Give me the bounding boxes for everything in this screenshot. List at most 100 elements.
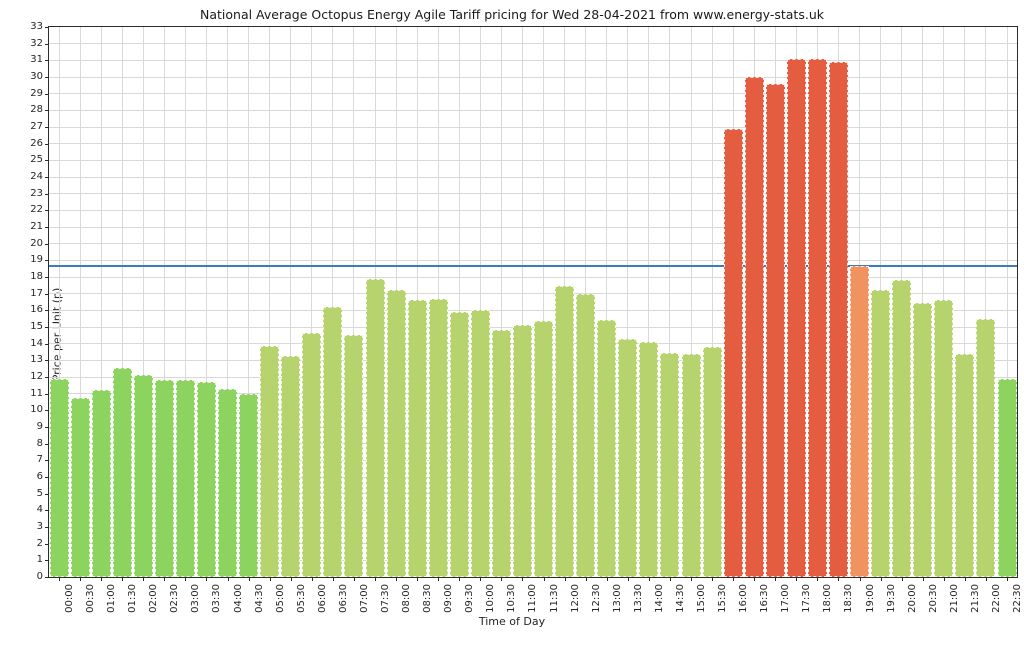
y-tick-label: 28	[30, 104, 43, 116]
price-bar	[365, 278, 385, 577]
h-gridline	[49, 76, 1017, 78]
x-tick-label: 14:00	[653, 584, 665, 613]
x-tick-mark	[943, 577, 945, 581]
y-tick-mark	[45, 460, 49, 462]
x-tick-mark	[564, 577, 566, 581]
v-gridline	[922, 27, 924, 577]
x-tick-label: 08:30	[422, 584, 434, 613]
price-bar	[702, 347, 722, 577]
x-tick-mark	[922, 577, 924, 581]
plot-area: Price per Unit (p) 0 1 2 3 4 5 6 7 8 9 10 11 12 13 14 1…	[30, 21, 1023, 613]
y-tick-label: 30	[30, 71, 43, 82]
x-tick-label: 15:00	[696, 584, 707, 613]
y-tick-label: 23	[30, 187, 43, 199]
y-tick-label: 31	[30, 54, 43, 66]
v-gridline	[543, 27, 545, 577]
x-tick-label: 19:00	[864, 584, 876, 613]
y-tick-label: 26	[30, 137, 43, 149]
x-tick-label: 19:30	[885, 584, 897, 613]
x-tick-label: 05:30	[295, 584, 307, 613]
v-gridline	[121, 27, 123, 577]
price-bar	[660, 352, 680, 577]
x-tick-label: 10:30	[506, 584, 518, 613]
price-bar	[196, 382, 216, 577]
v-gridline	[248, 27, 250, 577]
h-gridline	[49, 543, 1017, 545]
price-bar	[281, 355, 301, 577]
v-gridline	[227, 27, 229, 577]
h-gridline	[49, 326, 1017, 328]
y-tick-mark	[45, 310, 49, 312]
h-gridline	[49, 343, 1017, 345]
price-bar	[723, 128, 743, 577]
y-tick-label: 20	[30, 237, 43, 249]
h-gridline	[49, 376, 1017, 378]
price-bar	[976, 318, 996, 577]
x-tick-label: 09:30	[464, 584, 476, 613]
x-tick-mark	[332, 577, 334, 581]
v-gridline	[711, 27, 713, 577]
x-tick-mark	[585, 577, 587, 581]
x-tick-mark	[269, 577, 271, 581]
x-tick-mark	[669, 577, 671, 581]
x-tick-label: 07:30	[380, 584, 391, 613]
price-bar	[807, 59, 827, 577]
x-tick-mark	[880, 577, 882, 581]
v-gridline	[985, 27, 987, 577]
x-tick-mark	[248, 577, 250, 581]
x-tick-label: 18:30	[843, 584, 855, 613]
price-bar	[997, 379, 1017, 577]
x-tick-mark	[691, 577, 692, 581]
x-tick-label: 13:00	[611, 584, 623, 613]
price-bar	[239, 393, 259, 577]
y-tick-mark	[45, 393, 49, 395]
x-tick-mark	[206, 577, 208, 581]
v-gridline	[332, 27, 334, 577]
x-tick-label: 17:30	[801, 584, 813, 613]
x-tick-label: 09:00	[443, 584, 455, 613]
x-tick-label: 17:00	[780, 584, 792, 613]
y-tick-mark	[45, 143, 49, 145]
price-bar	[491, 330, 511, 577]
y-tick-label: 11	[30, 387, 43, 399]
y-tick-label: 7	[36, 454, 43, 466]
y-tick-mark	[45, 443, 49, 445]
x-tick-label: 16:00	[738, 584, 750, 613]
y-tick-label: 21	[30, 221, 43, 232]
v-gridline	[690, 27, 692, 577]
v-gridline	[964, 27, 966, 577]
x-tick-label: 10:00	[485, 584, 497, 613]
x-tick-label: 15:30	[717, 584, 729, 613]
price-bar	[91, 390, 111, 577]
h-gridline	[49, 443, 1017, 445]
price-bar	[892, 280, 912, 577]
x-tick-label: 18:00	[822, 584, 834, 613]
y-tick-mark	[45, 427, 49, 428]
x-tick-label: 22:30	[1012, 584, 1023, 613]
x-tick-label: 21:00	[948, 584, 960, 613]
price-bar	[786, 59, 806, 577]
y-tick-mark	[45, 577, 49, 578]
y-tick-mark	[45, 27, 49, 28]
price-bar	[618, 338, 638, 577]
h-gridline	[49, 476, 1017, 478]
h-gridline	[49, 143, 1017, 145]
x-tick-mark	[901, 577, 903, 581]
y-tick-mark	[45, 160, 49, 162]
y-tick-label: 18	[30, 271, 43, 282]
y-tick-label: 32	[30, 37, 43, 49]
h-gridline	[49, 276, 1017, 278]
x-tick-mark	[59, 577, 60, 581]
y-tick-mark	[45, 293, 49, 295]
x-tick-mark	[459, 577, 461, 581]
x-tick-label: 05:00	[274, 584, 286, 613]
x-tick-label: 06:30	[337, 584, 349, 613]
v-gridline	[479, 27, 481, 577]
v-gridline	[79, 27, 81, 577]
price-bar	[850, 266, 870, 577]
x-tick-label: 12:00	[569, 584, 581, 613]
h-gridline	[49, 176, 1017, 178]
x-tick-mark	[838, 577, 840, 581]
v-gridline	[669, 27, 671, 577]
x-tick-mark	[964, 577, 966, 581]
